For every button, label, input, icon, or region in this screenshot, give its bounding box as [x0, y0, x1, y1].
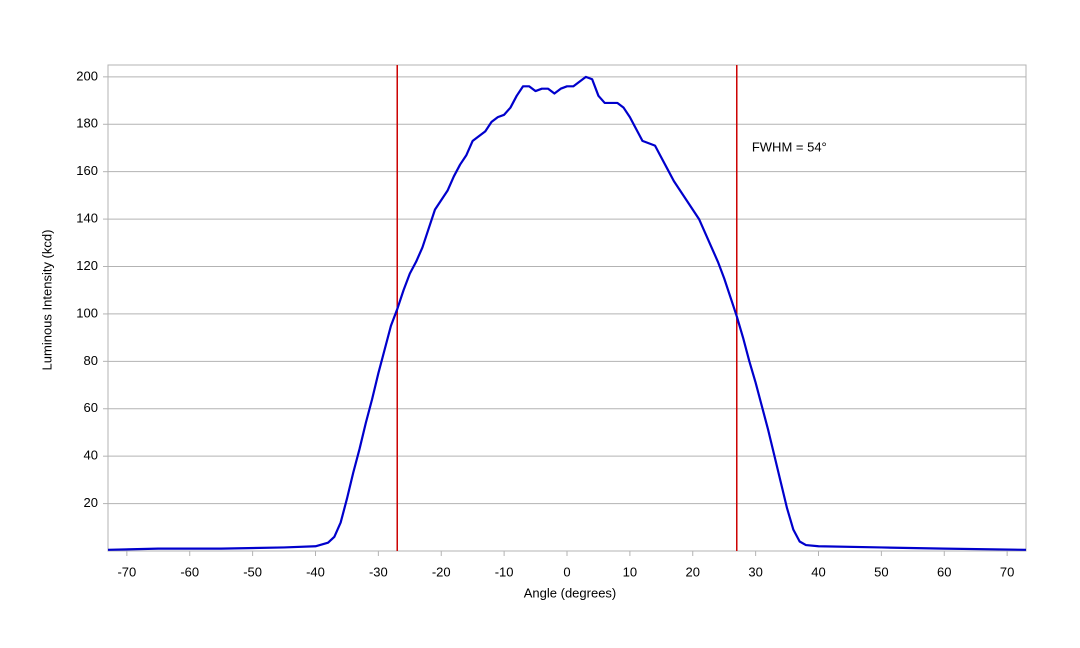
y-tick-label: 20 — [84, 495, 98, 510]
y-tick-label: 200 — [76, 68, 98, 83]
x-axis-label: Angle (degrees) — [524, 585, 617, 600]
y-tick-label: 180 — [76, 116, 98, 131]
x-tick-label: -70 — [117, 564, 136, 579]
x-tick-label: 50 — [874, 564, 888, 579]
y-tick-label: 100 — [76, 305, 98, 320]
annotation: FWHM = 54° — [752, 139, 827, 154]
x-tick-label: 60 — [937, 564, 951, 579]
x-tick-label: -10 — [495, 564, 514, 579]
y-tick-label: 40 — [84, 448, 98, 463]
x-tick-label: 70 — [1000, 564, 1014, 579]
y-tick-label: 160 — [76, 163, 98, 178]
x-tick-label: -20 — [432, 564, 451, 579]
y-tick-label: 120 — [76, 258, 98, 273]
x-tick-label: 10 — [623, 564, 637, 579]
y-axis-label: Luminous Intensity (kcd) — [39, 230, 54, 371]
y-tick-label: 80 — [84, 353, 98, 368]
plot-area — [107, 64, 1027, 552]
x-tick-label: 0 — [563, 564, 570, 579]
x-tick-label: 30 — [748, 564, 762, 579]
x-tick-label: -60 — [180, 564, 199, 579]
x-tick-label: 40 — [811, 564, 825, 579]
y-tick-label: 60 — [84, 400, 98, 415]
x-tick-label: -50 — [243, 564, 262, 579]
x-tick-label: -30 — [369, 564, 388, 579]
x-tick-label: 20 — [686, 564, 700, 579]
y-tick-label: 140 — [76, 211, 98, 226]
data-line — [107, 75, 1027, 551]
x-tick-label: -40 — [306, 564, 325, 579]
